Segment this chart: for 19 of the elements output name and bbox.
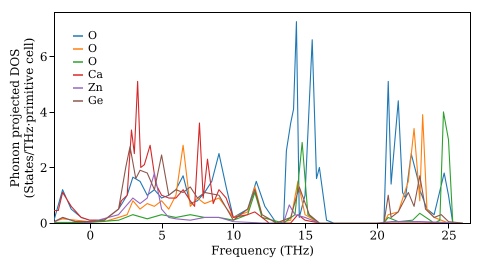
x-tick-label: 15 bbox=[298, 228, 314, 242]
legend-label: O bbox=[88, 55, 98, 68]
y-tick-label: 4 bbox=[40, 105, 48, 120]
x-axis-title: Frequency (THz) bbox=[211, 244, 314, 258]
y-tick-label: 0 bbox=[40, 216, 48, 230]
y-axis-title: Phonon projected DOS (States/THz·primitive cell) bbox=[8, 38, 36, 198]
y-tick-label: 2 bbox=[40, 160, 48, 175]
line-series bbox=[54, 146, 464, 223]
x-tick-label: 25 bbox=[441, 228, 457, 242]
x-tick-label: 10 bbox=[226, 228, 242, 242]
legend-label: O bbox=[88, 42, 98, 55]
x-tick-label: 5 bbox=[158, 228, 166, 242]
legend-label: O bbox=[88, 29, 98, 42]
legend-label: Zn bbox=[88, 81, 103, 94]
legend-label: Ca bbox=[88, 68, 104, 81]
y-tick-label: 6 bbox=[40, 50, 48, 64]
legend-label: Ge bbox=[88, 94, 104, 107]
x-tick-label: 20 bbox=[370, 228, 385, 242]
x-tick-label: 0 bbox=[86, 228, 94, 242]
